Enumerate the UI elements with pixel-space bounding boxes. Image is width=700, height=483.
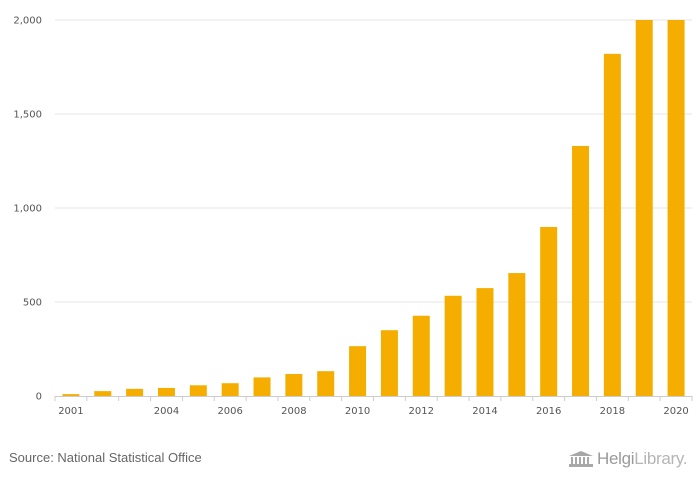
bar-2015 [508, 273, 526, 396]
bar-chart: 0 500 1,000 1,500 2,000 2001 2004 2006 2008 2010 2… [13, 16, 693, 417]
bar-2006 [221, 383, 239, 396]
x-tick-label: 2018 [600, 406, 625, 417]
y-tick-label: 500 [23, 298, 42, 309]
brand-logo: HelgiLibrary. [568, 449, 688, 469]
bar-2003 [126, 388, 144, 396]
y-tick-label: 1,000 [13, 204, 42, 215]
bar-2007 [253, 377, 271, 396]
bar-2004 [157, 387, 175, 396]
x-tick-label: 2012 [409, 406, 434, 417]
bars [62, 20, 685, 397]
bar-2001 [62, 394, 80, 396]
x-tick-label: 2004 [154, 406, 179, 417]
bar-2014 [476, 288, 494, 396]
bar-2005 [189, 385, 207, 396]
bar-2013 [444, 295, 462, 396]
library-building-icon [569, 451, 593, 467]
bar-2010 [349, 346, 367, 396]
y-tick-label: 2,000 [13, 16, 42, 27]
x-tick-label: 2008 [281, 406, 306, 417]
bar-2008 [285, 374, 303, 396]
x-tick-label: 2020 [663, 406, 688, 417]
x-tick-label: 2010 [345, 406, 370, 417]
x-tick-label: 2001 [58, 406, 83, 417]
x-tick-label: 2006 [217, 406, 242, 417]
bar-2011 [380, 330, 398, 396]
source-note: Source: National Statistical Office [9, 450, 202, 465]
bar-2018 [603, 53, 621, 397]
bar-2017 [572, 145, 590, 396]
bar-2019 [635, 20, 653, 396]
axes: 0 500 1,000 1,500 2,000 2001 2004 2006 2008 2010 2… [13, 16, 693, 417]
x-tick-label: 2014 [472, 406, 497, 417]
bar-2012 [412, 315, 430, 396]
bar-2009 [317, 371, 335, 396]
x-tick-label: 2016 [536, 406, 561, 417]
y-tick-label: 1,500 [13, 110, 42, 121]
bar-2020 [667, 20, 685, 396]
bar-2002 [94, 391, 112, 396]
gridlines [55, 19, 692, 303]
y-tick-label: 0 [36, 392, 42, 403]
bar-2016 [540, 226, 558, 396]
brand-name: HelgiLibrary. [597, 449, 688, 468]
